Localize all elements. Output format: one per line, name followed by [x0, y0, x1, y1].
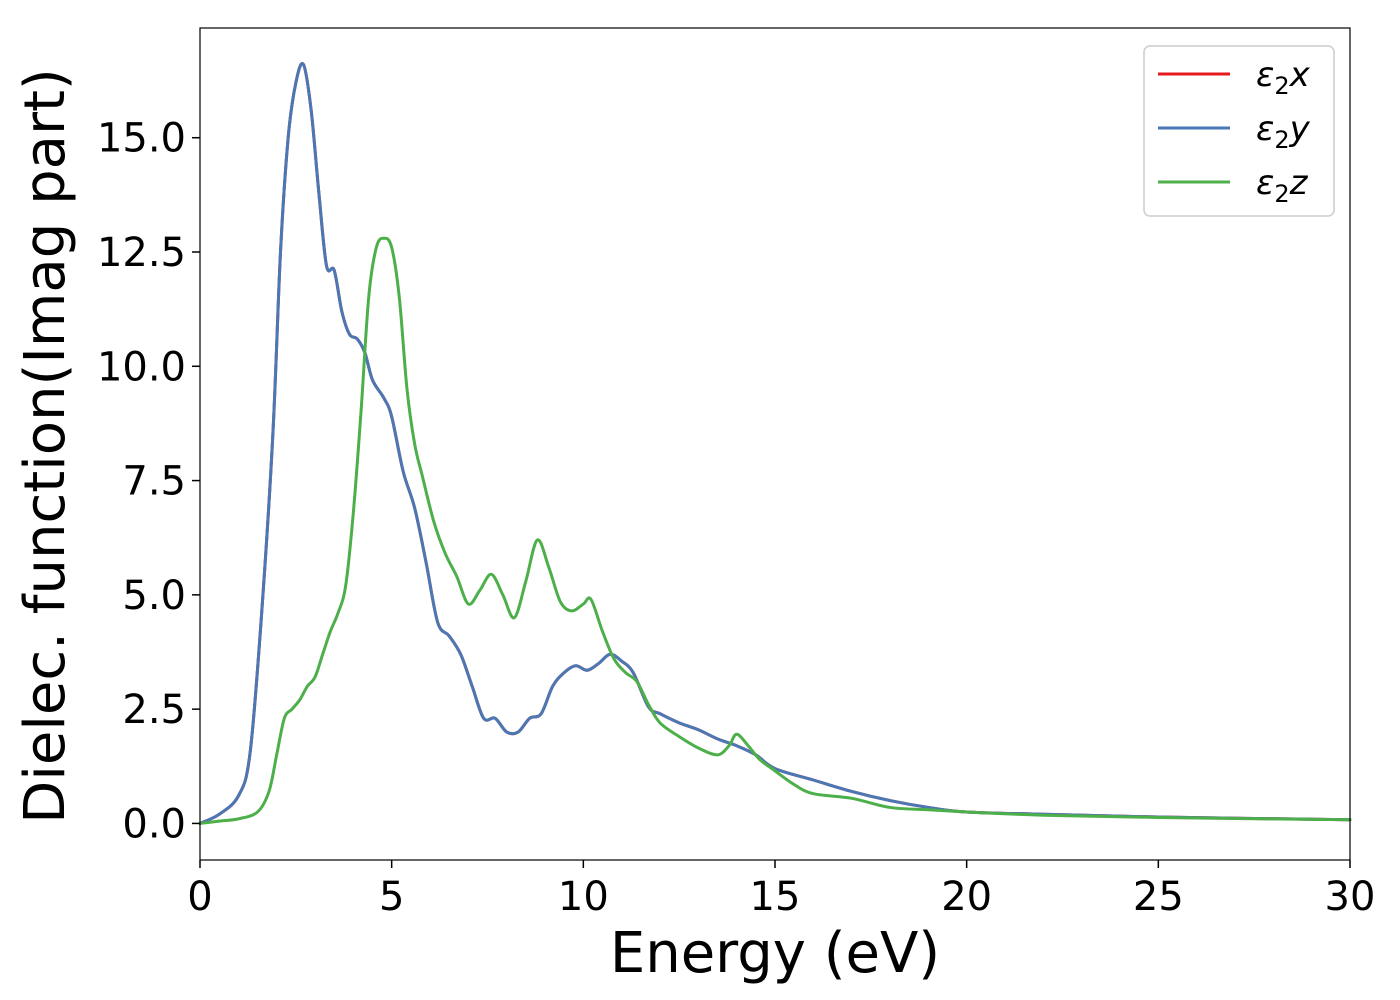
x-tick-label: 30: [1325, 874, 1376, 920]
legend-epsilon: ε: [1256, 55, 1274, 95]
legend-variable: z: [1289, 163, 1309, 203]
legend-label-y: ε2y: [1256, 109, 1311, 154]
y-tick-label: 5.0: [122, 573, 186, 619]
legend-label-z: ε2z: [1256, 163, 1309, 208]
legend-epsilon: ε: [1256, 163, 1274, 203]
y-tick-label: 0.0: [122, 801, 186, 847]
y-tick-label: 10.0: [97, 344, 186, 390]
x-tick-label: 25: [1133, 874, 1184, 920]
y-tick-label: 15.0: [97, 116, 186, 162]
legend-label-x: ε2x: [1256, 55, 1311, 100]
x-axis-label: Energy (eV): [610, 921, 940, 986]
legend-subscript: 2: [1274, 72, 1289, 100]
y-axis-label: Dielec. function(Imag part): [13, 68, 78, 824]
legend-variable: y: [1289, 109, 1311, 149]
legend-box: [1143, 45, 1335, 217]
y-tick-label: 7.5: [122, 459, 186, 505]
y-tick-label: 2.5: [122, 687, 186, 733]
legend-epsilon: ε: [1256, 109, 1274, 149]
x-tick-label: 10: [558, 874, 609, 920]
series-layer: [198, 62, 1352, 825]
legend-variable: x: [1289, 55, 1311, 95]
legend-subscript: 2: [1274, 180, 1289, 208]
x-tick-label: 5: [379, 874, 404, 920]
y-axis-ticks: 0.0 2.5 5.0 7.5 10.0 12.5 15.0: [97, 116, 200, 847]
legend-subscript: 2: [1274, 126, 1289, 154]
x-tick-label: 15: [750, 874, 801, 920]
x-tick-label: 0: [187, 874, 212, 920]
x-axis-ticks: 0 5 10 15 20 25 30: [187, 860, 1375, 920]
y-tick-label: 12.5: [97, 230, 186, 276]
x-tick-label: 20: [941, 874, 992, 920]
series-line-z: [198, 236, 1352, 825]
